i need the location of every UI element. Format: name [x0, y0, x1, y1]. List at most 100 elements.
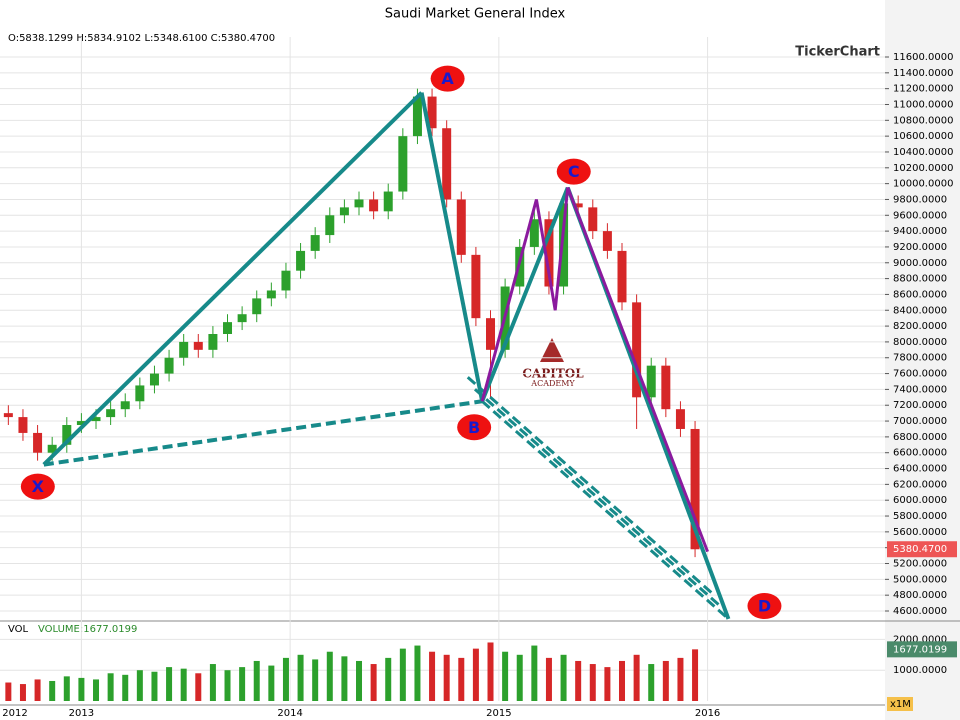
- x-tick-label: 2016: [695, 708, 720, 719]
- ohlc-header: O:5838.1299 H:5834.9102 L:5348.6100 C:53…: [8, 33, 275, 44]
- volume-bar: [166, 667, 173, 701]
- candle-body: [486, 318, 496, 350]
- y-tick-label: 6800.0000: [893, 432, 947, 443]
- y-tick-label: 7800.0000: [893, 353, 947, 364]
- y-tick-label: 8600.0000: [893, 289, 947, 300]
- candle-body: [398, 136, 408, 192]
- candle-body: [442, 128, 452, 200]
- last-volume-box: [887, 641, 957, 658]
- volume-bar: [239, 667, 246, 701]
- volume-unit: x1M: [890, 699, 911, 710]
- pattern-line: [466, 376, 716, 597]
- volume-bar: [34, 679, 41, 701]
- candle-body: [33, 432, 43, 453]
- y-tick-label: 9400.0000: [893, 226, 947, 237]
- candle-body: [559, 203, 569, 287]
- pattern-marker: [747, 593, 782, 619]
- volume-bar: [224, 670, 231, 701]
- y-tick-label: 11000.0000: [893, 99, 953, 110]
- candle-body: [62, 425, 72, 445]
- y-tick-label: 5800.0000: [893, 511, 947, 522]
- y-tick-label: 6600.0000: [893, 448, 947, 459]
- abcd-line: [480, 187, 709, 553]
- candle-body: [179, 341, 189, 358]
- y-tick-label: 10200.0000: [893, 163, 953, 174]
- volume-bar: [136, 670, 143, 701]
- volume-bar: [516, 654, 523, 701]
- y-tick-label: 10800.0000: [893, 115, 953, 126]
- y-tick-label: 8000.0000: [893, 337, 947, 348]
- volume-bar: [531, 645, 538, 701]
- y-tick-label: 10000.0000: [893, 179, 953, 190]
- y-tick-label: 8800.0000: [893, 274, 947, 285]
- volume-bar: [560, 654, 567, 701]
- y-tick-label: 5600.0000: [893, 527, 947, 538]
- y-tick-label: 10600.0000: [893, 131, 953, 142]
- candle-body: [675, 409, 685, 429]
- candle-body: [120, 401, 130, 410]
- volume-bar: [268, 665, 275, 701]
- candle-body: [617, 250, 627, 303]
- x-tick-label: 2015: [486, 708, 511, 719]
- pattern-marker: [430, 65, 465, 92]
- candle-body: [135, 385, 145, 402]
- volume-bar: [312, 659, 319, 701]
- y-tick-label: 5200.0000: [893, 559, 947, 570]
- pattern-label: A: [441, 69, 454, 88]
- candle-body: [18, 417, 28, 433]
- volume-label: VOL: [8, 624, 29, 635]
- volume-bar: [414, 645, 421, 701]
- y-tick-label: 11200.0000: [893, 84, 953, 95]
- candle-body: [544, 219, 554, 287]
- candle-body: [325, 215, 335, 236]
- y-tick-label: 7200.0000: [893, 400, 947, 411]
- volume-bar: [633, 654, 640, 701]
- volume-bar: [677, 657, 684, 701]
- axis-panel: [885, 0, 960, 720]
- volume-bar: [151, 671, 158, 701]
- candle-body: [529, 219, 539, 247]
- y-tick-label: 7400.0000: [893, 384, 947, 395]
- candle-body: [456, 199, 466, 255]
- y-tick-label: 5000.0000: [893, 574, 947, 585]
- pattern-label: B: [468, 418, 480, 437]
- volume-bar: [370, 664, 377, 701]
- volume-bar: [253, 660, 260, 701]
- volume-bar: [692, 649, 699, 701]
- candle-body: [602, 231, 612, 251]
- volume-bar: [356, 660, 363, 701]
- candle-body: [149, 373, 159, 386]
- chart-title: Saudi Market General Index: [385, 7, 566, 22]
- candle-body: [369, 199, 379, 212]
- candle-body: [91, 417, 101, 422]
- logo-text: ACADEMY: [530, 379, 575, 388]
- volume-bar: [429, 651, 436, 701]
- pattern-line: [43, 399, 483, 467]
- candle-body: [193, 341, 203, 350]
- x-tick-label: 2014: [277, 708, 302, 719]
- y-tick-label: 9200.0000: [893, 242, 947, 253]
- y-tick-label: 4600.0000: [893, 606, 947, 617]
- candle-body: [339, 207, 349, 216]
- pattern-marker: [457, 414, 492, 441]
- y-tick-label: 6400.0000: [893, 464, 947, 475]
- volume-bar: [487, 642, 494, 701]
- brand: TickerChart: [795, 45, 880, 60]
- y-tick-label: 4800.0000: [893, 590, 947, 601]
- x-tick-label: 2013: [69, 708, 94, 719]
- candle-body: [646, 365, 656, 398]
- pattern-marker: [20, 473, 55, 500]
- volume-bar: [180, 668, 187, 701]
- volume-bar: [472, 648, 479, 701]
- pattern-marker: [556, 158, 591, 185]
- candle-body: [661, 365, 671, 410]
- volume-header: VOLUME:1677.0199: [38, 624, 137, 635]
- candle-body: [383, 191, 393, 212]
- volume-bar: [458, 657, 465, 701]
- logo-icon: [540, 338, 564, 362]
- volume-bar: [443, 654, 450, 701]
- pattern-label: X: [32, 477, 45, 496]
- volume-bar: [399, 648, 406, 701]
